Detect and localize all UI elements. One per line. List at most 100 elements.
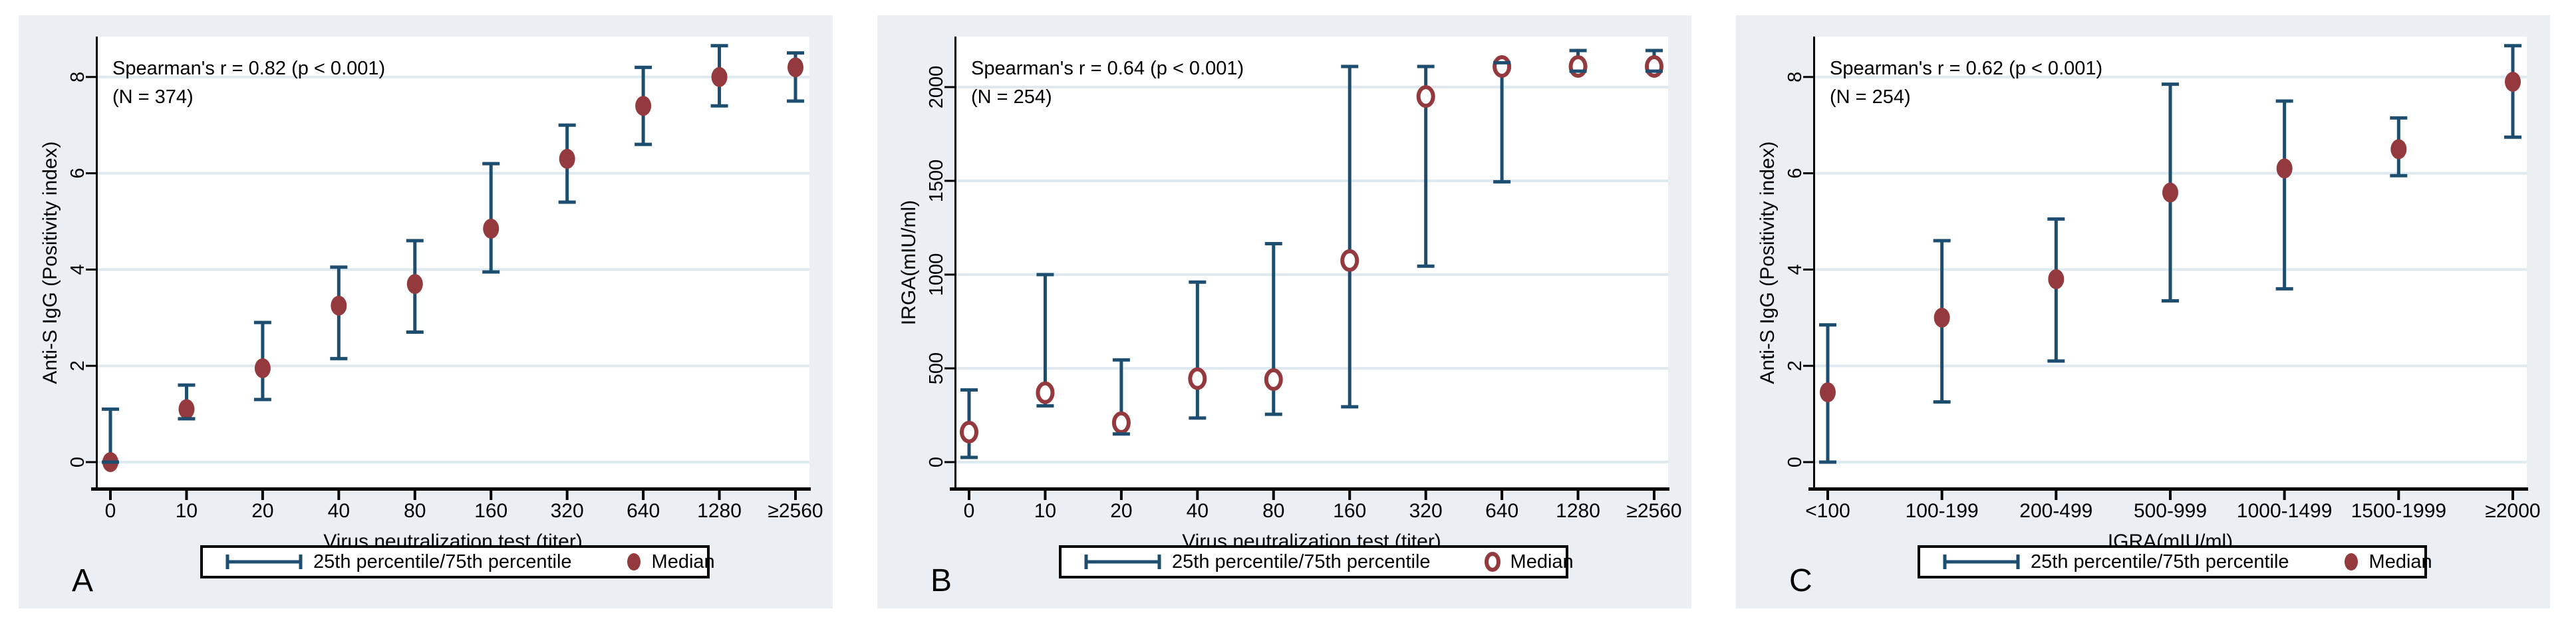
x-tick-label: 1000-1499 — [2237, 500, 2332, 522]
whisker-cap-upper — [1646, 49, 1663, 53]
median-marker — [1340, 249, 1360, 272]
error-bar — [1424, 66, 1428, 267]
legend-median-label: Median — [2368, 551, 2432, 572]
x-tick-label: 40 — [328, 500, 350, 522]
y-tick-label: 2 — [1785, 360, 1806, 371]
y-axis-title: Anti-S IgG (Positivity index) — [39, 141, 61, 384]
plot-area — [956, 37, 1668, 489]
y-tick — [86, 172, 96, 175]
spearman-annotation-line2: (N = 254) — [971, 86, 1052, 108]
y-tick-label: 500 — [926, 352, 947, 384]
y-tick-label: 6 — [67, 168, 88, 179]
y-tick-label: 8 — [1785, 72, 1806, 82]
x-tick-label: 640 — [1485, 500, 1518, 522]
whisker-cap-lower — [482, 270, 500, 274]
x-tick — [1940, 491, 1943, 500]
error-bar — [2283, 101, 2287, 289]
y-axis-title: Anti-S IgG (Positivity index) — [1757, 141, 1779, 384]
x-tick-label: 100-199 — [1906, 500, 1979, 522]
whisker-cap-lower — [710, 104, 728, 108]
y-tick — [1803, 268, 1814, 271]
legend-range-label: 25th percentile/75th percentile — [2031, 551, 2289, 572]
median-marker — [1264, 368, 1283, 391]
whisker-cap-lower — [1264, 412, 1282, 416]
panel-letter: C — [1789, 563, 1812, 598]
error-bar — [489, 164, 493, 273]
x-tick — [337, 491, 341, 500]
whisker-cap-lower — [1189, 416, 1207, 420]
median-marker — [1111, 411, 1131, 434]
median-marker — [331, 295, 347, 316]
whisker-cap-lower — [960, 455, 978, 459]
x-tick-label: 160 — [1333, 500, 1366, 522]
x-tick-label: 200-499 — [2019, 500, 2092, 522]
median-marker — [406, 274, 423, 295]
x-tick-label: 80 — [404, 500, 426, 522]
y-tick-label: 4 — [67, 264, 88, 275]
x-tick-label: 80 — [1262, 500, 1284, 522]
legend-median-label: Median — [651, 551, 715, 572]
x-tick — [2511, 491, 2514, 500]
median-marker — [2505, 72, 2521, 92]
whisker-cap-lower — [178, 417, 196, 421]
whisker-cap-lower — [787, 99, 804, 103]
x-tick-label: 1280 — [697, 500, 742, 522]
legend-range-label: 25th percentile/75th percentile — [1172, 551, 1431, 572]
panel-c: 0 2 4 6 8 <100 100-199 200-499 500-999 1000-1499 1… — [1717, 0, 2576, 625]
whisker-cap-upper — [406, 239, 424, 243]
x-tick-label: 20 — [251, 500, 273, 522]
median-marker — [1188, 367, 1207, 390]
x-tick-label: 500-999 — [2134, 500, 2207, 522]
median-marker — [1645, 55, 1663, 78]
y-tick-label: 0 — [67, 457, 88, 467]
x-tick-label: 10 — [1034, 500, 1056, 522]
x-tick — [1576, 491, 1580, 500]
x-tick-label: 640 — [627, 500, 660, 522]
legend-box: 25th percentile/75th percentile Median — [200, 545, 715, 578]
whisker-cap-lower — [1493, 180, 1511, 184]
error-bar — [1119, 360, 1123, 434]
median-marker — [1820, 382, 1836, 403]
y-tick-label: 1500 — [926, 160, 947, 203]
whisker-cap-upper — [2162, 82, 2179, 86]
median-marker — [1493, 55, 1512, 78]
median-marker — [960, 420, 978, 443]
x-tick-label: 20 — [1110, 500, 1132, 522]
y-tick-label: 2000 — [926, 66, 947, 109]
y-tick-label: 2 — [67, 360, 88, 371]
x-tick — [1424, 491, 1427, 500]
error-bar — [2054, 219, 2058, 361]
plot-area — [97, 37, 809, 489]
x-tick — [185, 491, 188, 500]
whisker-cap-upper — [787, 51, 804, 55]
spearman-annotation-line2: (N = 254) — [1830, 86, 1911, 108]
whisker-cap-lower — [1646, 69, 1663, 73]
x-tick — [1826, 491, 1829, 500]
y-axis-line — [1813, 37, 1815, 491]
y-tick — [944, 461, 955, 463]
error-bar — [108, 409, 112, 462]
open-ring-icon — [1484, 552, 1501, 572]
whisker-cap-lower — [558, 200, 576, 204]
y-tick — [86, 364, 96, 367]
median-marker — [2162, 182, 2178, 203]
x-tick — [1119, 491, 1123, 500]
median-marker — [1568, 55, 1588, 78]
whisker-cap-upper — [1933, 239, 1951, 243]
y-tick — [944, 86, 955, 88]
spearman-annotation-line1: Spearman's r = 0.64 (p < 0.001) — [971, 58, 1244, 79]
panel-letter: B — [930, 563, 952, 598]
x-tick — [1272, 491, 1275, 500]
whisker-cap-upper — [635, 65, 652, 69]
median-marker — [787, 57, 803, 78]
x-tick — [1044, 491, 1047, 500]
whisker-cap-upper — [102, 407, 119, 411]
x-tick — [2397, 491, 2400, 500]
spearman-annotation-line2: (N = 374) — [112, 86, 194, 108]
x-tick-label: <100 — [1805, 500, 1850, 522]
y-tick-label: 8 — [67, 72, 88, 82]
whisker-cap-lower — [1341, 405, 1359, 409]
filled-dot-icon — [2344, 553, 2358, 570]
x-tick — [2055, 491, 2058, 500]
